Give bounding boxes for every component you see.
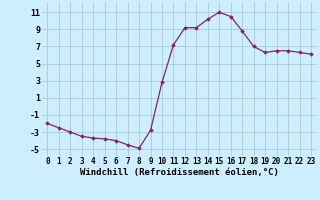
X-axis label: Windchill (Refroidissement éolien,°C): Windchill (Refroidissement éolien,°C) <box>80 168 279 177</box>
